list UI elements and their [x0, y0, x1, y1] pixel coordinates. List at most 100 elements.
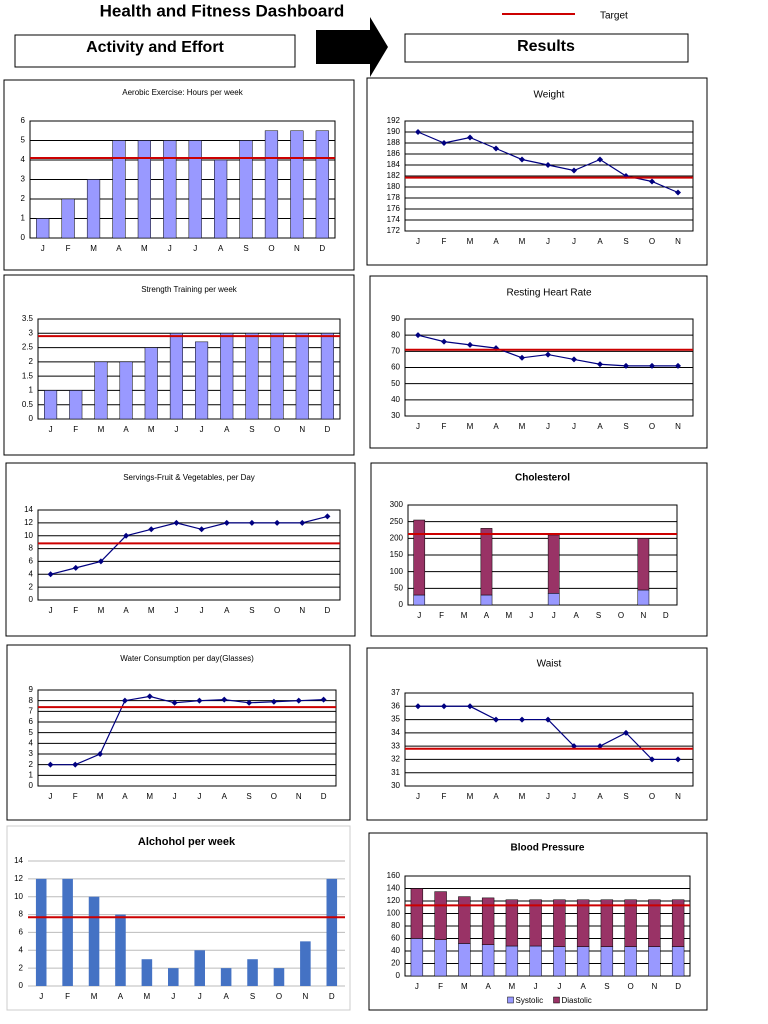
y-tick-label: 31	[391, 768, 400, 777]
bar-segment	[505, 945, 519, 977]
bar	[44, 390, 58, 420]
x-tick-label: D	[325, 606, 331, 615]
chart-title: Weight	[534, 90, 565, 101]
y-tick-label: 300	[390, 500, 404, 509]
y-tick-label: 8	[29, 696, 34, 705]
bar	[119, 361, 133, 420]
bar-segment	[410, 938, 424, 977]
x-tick-label: J	[200, 425, 204, 434]
x-tick-label: M	[148, 425, 155, 434]
x-tick-label: A	[484, 611, 490, 620]
y-tick-label: 6	[19, 928, 24, 937]
x-tick-label: A	[493, 237, 499, 246]
x-tick-label: J	[416, 792, 420, 801]
bar	[35, 878, 47, 986]
x-tick-label: M	[461, 611, 468, 620]
x-tick-label: J	[529, 611, 533, 620]
x-tick-label: S	[623, 422, 628, 431]
bar	[61, 198, 75, 239]
data-point	[675, 362, 681, 369]
section-box	[14, 34, 296, 68]
x-tick-label: O	[649, 422, 655, 431]
x-tick-label: D	[325, 425, 331, 434]
y-tick-label: 120	[387, 896, 401, 905]
y-tick-label: 0.5	[22, 400, 34, 409]
y-tick-label: 6	[29, 557, 34, 566]
dashboard-title: Health and Fitness Dashboard	[100, 1, 345, 20]
x-tick-label: A	[116, 244, 122, 253]
y-tick-label: 12	[24, 518, 33, 527]
y-tick-label: 182	[387, 171, 401, 180]
bar-segment	[481, 897, 495, 945]
chart-panel	[369, 275, 708, 449]
data-point	[248, 519, 255, 526]
y-tick-label: 37	[391, 688, 400, 697]
x-tick-label: F	[65, 992, 70, 1001]
bar	[214, 159, 228, 239]
data-point	[415, 332, 421, 339]
bar-segment	[529, 945, 542, 977]
bar-segment	[671, 946, 685, 977]
x-tick-label: F	[439, 611, 444, 620]
x-tick-label: J	[416, 422, 420, 431]
bar-segment	[481, 944, 495, 977]
y-tick-label: 0	[29, 781, 34, 790]
y-tick-label: 100	[390, 567, 404, 576]
x-tick-label: F	[73, 792, 78, 801]
data-line	[50, 695, 324, 766]
data-point	[519, 716, 525, 723]
x-tick-label: J	[49, 606, 53, 615]
bar	[144, 347, 158, 420]
x-tick-label: M	[97, 792, 104, 801]
bar-segment	[600, 899, 614, 947]
data-point	[649, 362, 655, 369]
data-point	[545, 162, 551, 168]
x-tick-label: O	[274, 606, 280, 615]
data-point	[196, 697, 203, 704]
x-tick-label: S	[623, 237, 628, 246]
x-tick-label: O	[271, 792, 277, 801]
plot-frame	[404, 120, 694, 232]
chart-title: Cholesterol	[515, 473, 570, 484]
y-tick-label: 4	[21, 155, 26, 164]
bar	[326, 878, 338, 986]
y-tick-label: 190	[387, 127, 401, 136]
bar	[273, 968, 285, 986]
data-point	[675, 756, 681, 763]
bar	[88, 896, 100, 986]
bar	[137, 140, 151, 239]
x-tick-label: S	[596, 611, 601, 620]
y-tick-label: 60	[391, 363, 400, 372]
plot-frame	[37, 689, 337, 787]
y-tick-label: 160	[387, 871, 401, 880]
bar-segment	[413, 519, 426, 596]
bar	[290, 130, 304, 239]
data-point	[467, 134, 473, 141]
y-tick-label: 178	[387, 193, 401, 202]
x-tick-label: N	[651, 982, 657, 991]
x-tick-label: A	[224, 606, 230, 615]
bar	[69, 390, 83, 420]
bar-segment	[671, 899, 685, 947]
data-point	[223, 519, 230, 526]
bar	[247, 959, 258, 986]
bar-segment	[600, 946, 614, 977]
x-tick-label: S	[250, 992, 255, 1001]
y-tick-label: 4	[19, 945, 24, 954]
bar-segment	[547, 534, 560, 594]
x-tick-label: S	[249, 606, 254, 615]
bar-segment	[553, 899, 566, 947]
x-tick-label: J	[416, 237, 420, 246]
x-tick-label: A	[493, 422, 499, 431]
plot-frame	[404, 318, 694, 417]
chart-title: Alchohol per week	[138, 836, 236, 848]
data-point	[519, 354, 525, 361]
x-tick-label: O	[274, 425, 280, 434]
x-tick-label: J	[198, 992, 202, 1001]
bar-segment	[624, 899, 637, 947]
chart-title: Aerobic Exercise: Hours per week	[122, 88, 243, 97]
bar	[270, 333, 284, 420]
x-tick-label: M	[98, 606, 105, 615]
arrow	[316, 17, 388, 77]
